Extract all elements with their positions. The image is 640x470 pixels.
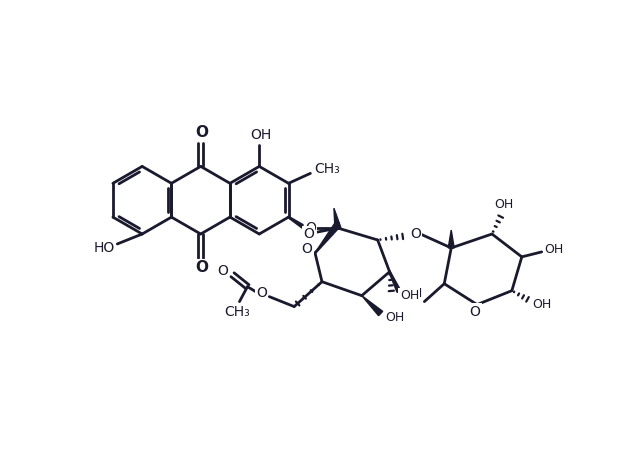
Text: O: O	[470, 305, 481, 319]
Text: O: O	[305, 221, 316, 235]
Polygon shape	[315, 221, 339, 253]
Text: OH: OH	[385, 311, 404, 324]
Text: O: O	[301, 242, 312, 256]
Text: OH: OH	[494, 198, 513, 211]
Text: HO: HO	[94, 241, 115, 255]
Text: O: O	[256, 286, 267, 300]
Text: OH: OH	[403, 287, 422, 300]
Polygon shape	[334, 208, 341, 228]
Text: O: O	[195, 260, 208, 275]
Text: O: O	[410, 227, 421, 241]
Text: OH: OH	[400, 289, 419, 302]
Text: O: O	[303, 227, 314, 241]
Text: O: O	[195, 125, 208, 140]
Text: OH: OH	[532, 298, 551, 311]
Text: O: O	[217, 264, 228, 278]
Polygon shape	[362, 296, 383, 316]
Text: CH₃: CH₃	[314, 163, 340, 176]
Polygon shape	[448, 230, 454, 248]
Text: OH: OH	[544, 243, 563, 257]
Text: CH₃: CH₃	[225, 305, 250, 319]
Text: OH: OH	[251, 127, 272, 141]
